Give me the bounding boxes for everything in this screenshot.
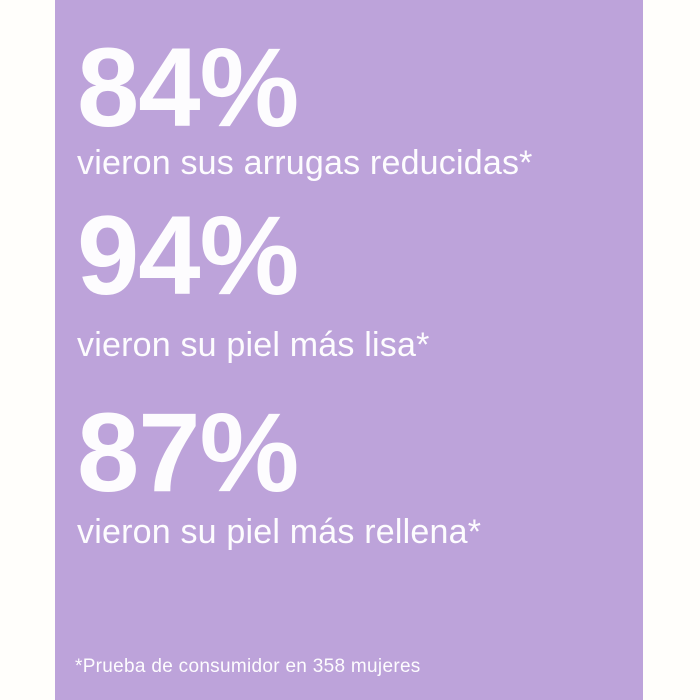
stats-panel: 84% vieron sus arrugas reducidas* 94% vi… [55, 0, 643, 700]
footnote: *Prueba de consumidor en 358 mujeres [75, 656, 421, 677]
stat-1-value: 84% [77, 25, 299, 150]
stat-2-value: 94% [77, 193, 299, 318]
stat-1-label: vieron sus arrugas reducidas* [77, 144, 533, 182]
stat-3-label: vieron su piel más rellena* [77, 513, 482, 551]
stat-3-value: 87% [77, 390, 299, 515]
stat-2-label: vieron su piel más lisa* [77, 326, 430, 364]
